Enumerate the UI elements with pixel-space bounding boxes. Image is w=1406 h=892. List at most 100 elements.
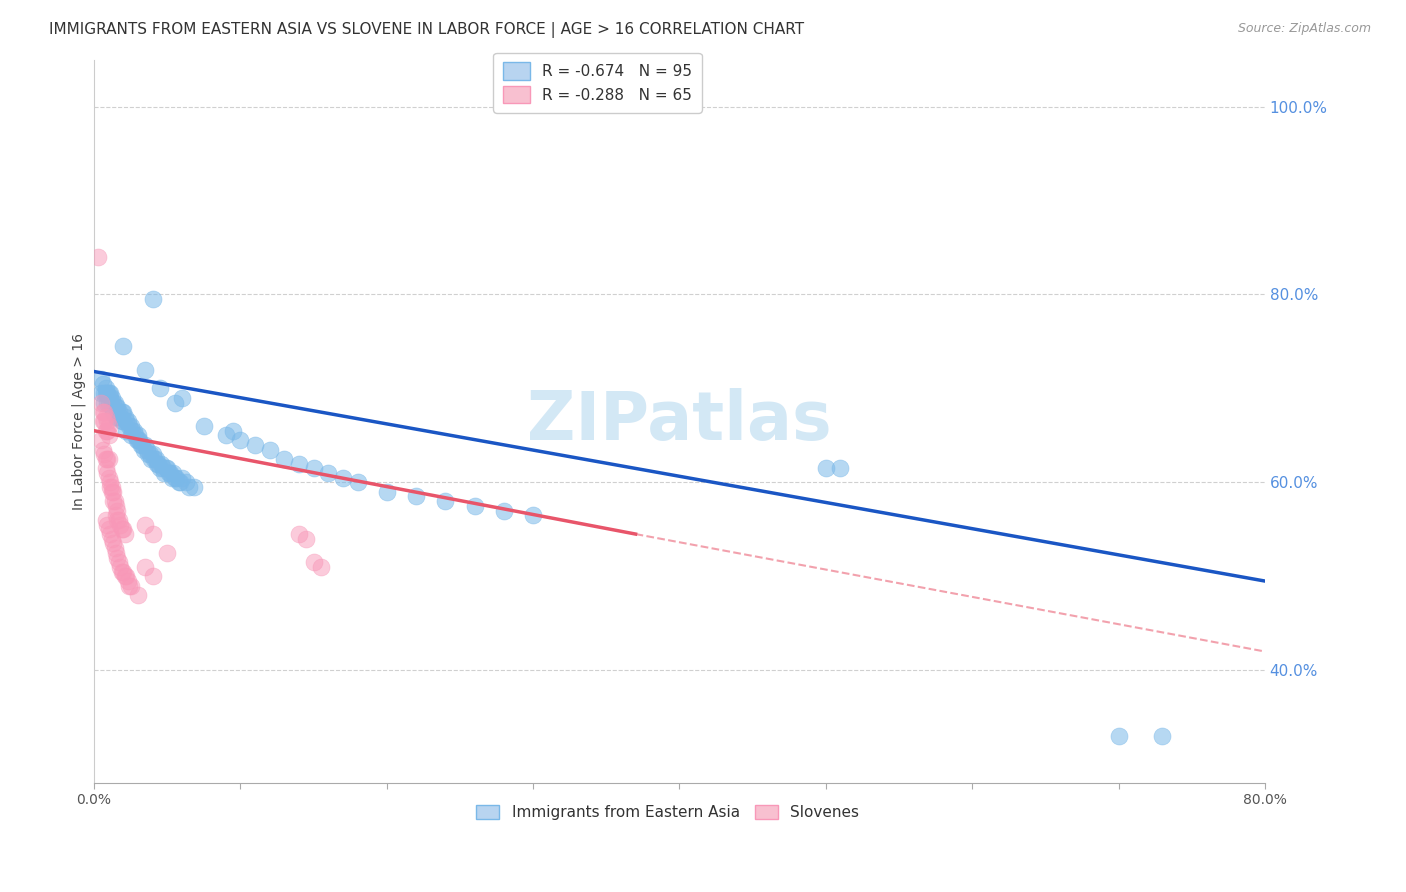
Point — [117, 574, 139, 588]
Point — [127, 433, 149, 447]
Point — [167, 475, 190, 490]
Point — [157, 466, 180, 480]
Point — [492, 503, 515, 517]
Point — [155, 461, 177, 475]
Point — [145, 451, 167, 466]
Point — [107, 503, 129, 517]
Point — [111, 565, 134, 579]
Point — [122, 424, 145, 438]
Point — [148, 457, 170, 471]
Point — [98, 386, 121, 401]
Point — [96, 386, 118, 401]
Point — [141, 451, 163, 466]
Point — [94, 386, 117, 401]
Point — [159, 466, 181, 480]
Point — [522, 508, 544, 523]
Point — [107, 409, 129, 424]
Point — [169, 475, 191, 490]
Point — [142, 569, 165, 583]
Point — [93, 447, 115, 461]
Point — [110, 560, 132, 574]
Point — [96, 414, 118, 428]
Point — [120, 419, 142, 434]
Point — [110, 517, 132, 532]
Point — [129, 438, 152, 452]
Point — [193, 419, 215, 434]
Point — [142, 447, 165, 461]
Point — [165, 471, 187, 485]
Point — [156, 546, 179, 560]
Point — [121, 424, 143, 438]
Point — [108, 513, 131, 527]
Point — [143, 451, 166, 466]
Point — [96, 517, 118, 532]
Point — [127, 428, 149, 442]
Point — [98, 527, 121, 541]
Point — [105, 409, 128, 424]
Point — [100, 532, 122, 546]
Point — [134, 438, 156, 452]
Point — [332, 471, 354, 485]
Text: ZIPatlas: ZIPatlas — [527, 388, 832, 454]
Point — [170, 471, 193, 485]
Point — [93, 414, 115, 428]
Point — [97, 428, 120, 442]
Point — [103, 395, 125, 409]
Point — [146, 457, 169, 471]
Point — [229, 433, 252, 447]
Point — [149, 461, 172, 475]
Point — [163, 471, 186, 485]
Point — [103, 541, 125, 556]
Point — [94, 381, 117, 395]
Point — [101, 536, 124, 550]
Point — [1152, 729, 1174, 743]
Point — [100, 391, 122, 405]
Point — [464, 499, 486, 513]
Point — [115, 424, 138, 438]
Point — [96, 424, 118, 438]
Point — [117, 414, 139, 428]
Point — [120, 579, 142, 593]
Point — [111, 414, 134, 428]
Point — [98, 391, 121, 405]
Point — [101, 494, 124, 508]
Point — [105, 508, 128, 523]
Point — [134, 362, 156, 376]
Point — [162, 466, 184, 480]
Text: IMMIGRANTS FROM EASTERN ASIA VS SLOVENE IN LABOR FORCE | AGE > 16 CORRELATION CH: IMMIGRANTS FROM EASTERN ASIA VS SLOVENE … — [49, 22, 804, 38]
Point — [259, 442, 281, 457]
Point — [243, 438, 266, 452]
Point — [97, 522, 120, 536]
Point — [100, 401, 122, 415]
Point — [830, 461, 852, 475]
Point — [114, 409, 136, 424]
Point — [434, 494, 457, 508]
Point — [115, 414, 138, 428]
Point — [405, 490, 427, 504]
Point — [288, 527, 311, 541]
Point — [101, 405, 124, 419]
Point — [87, 250, 110, 264]
Point — [814, 461, 837, 475]
Point — [118, 579, 141, 593]
Point — [108, 555, 131, 569]
Point — [134, 517, 156, 532]
Point — [103, 494, 125, 508]
Point — [98, 475, 121, 490]
Point — [91, 376, 114, 391]
Point — [128, 433, 150, 447]
Point — [134, 560, 156, 574]
Point — [94, 513, 117, 527]
Point — [295, 532, 318, 546]
Point — [222, 424, 245, 438]
Point — [91, 414, 114, 428]
Point — [101, 484, 124, 499]
Point — [1108, 729, 1130, 743]
Point — [112, 522, 135, 536]
Point — [131, 438, 153, 452]
Point — [309, 560, 332, 574]
Point — [156, 461, 179, 475]
Point — [316, 466, 339, 480]
Point — [132, 442, 155, 457]
Point — [375, 484, 398, 499]
